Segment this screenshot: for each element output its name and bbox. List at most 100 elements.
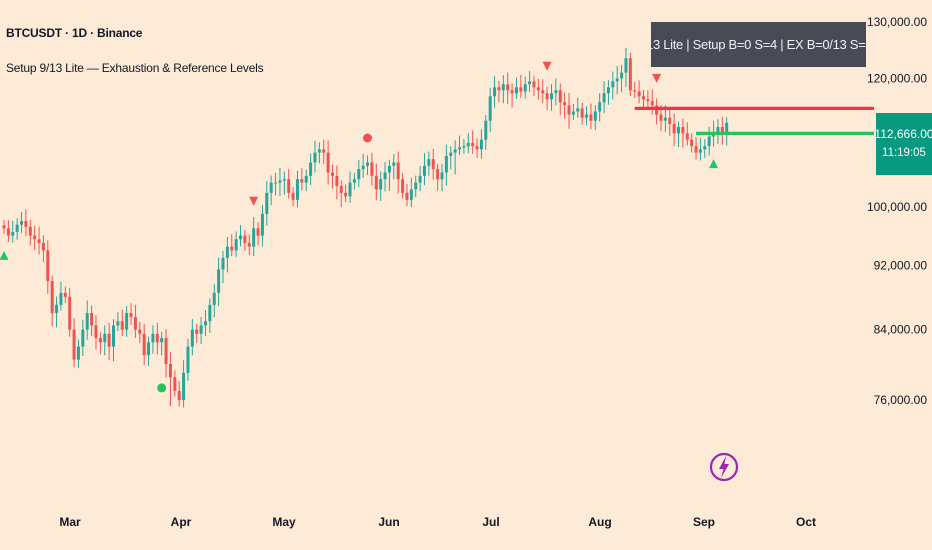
- candle[interactable]: [484, 115, 488, 150]
- candle[interactable]: [291, 187, 295, 207]
- candle[interactable]: [523, 76, 527, 99]
- candle[interactable]: [466, 133, 470, 154]
- candle[interactable]: [628, 52, 632, 96]
- candle[interactable]: [703, 139, 707, 158]
- candle[interactable]: [160, 331, 164, 356]
- candle[interactable]: [317, 142, 321, 164]
- candle[interactable]: [606, 80, 610, 105]
- candle[interactable]: [514, 77, 518, 99]
- candle[interactable]: [269, 175, 273, 206]
- candle[interactable]: [155, 322, 159, 355]
- candle[interactable]: [199, 317, 203, 344]
- candle[interactable]: [344, 184, 348, 202]
- candle[interactable]: [431, 148, 435, 180]
- candle[interactable]: [177, 381, 181, 407]
- candle[interactable]: [550, 84, 553, 111]
- candle[interactable]: [28, 219, 32, 246]
- indicator-name[interactable]: Setup 9/13 Lite — Exhaustion & Reference…: [6, 61, 264, 75]
- candle[interactable]: [716, 119, 720, 145]
- candle[interactable]: [418, 166, 422, 192]
- candle[interactable]: [633, 81, 637, 98]
- candle[interactable]: [488, 87, 492, 132]
- candle[interactable]: [24, 209, 28, 237]
- candle[interactable]: [142, 323, 146, 366]
- candle[interactable]: [50, 275, 54, 327]
- candle[interactable]: [685, 122, 689, 146]
- candle[interactable]: [585, 106, 589, 126]
- candle[interactable]: [225, 236, 229, 273]
- candle[interactable]: [668, 110, 672, 136]
- candle[interactable]: [20, 211, 24, 234]
- candle[interactable]: [309, 153, 313, 186]
- candle[interactable]: [103, 325, 107, 356]
- candle[interactable]: [449, 146, 453, 170]
- candle[interactable]: [620, 64, 624, 93]
- candle[interactable]: [186, 338, 190, 381]
- candle[interactable]: [168, 352, 172, 407]
- candle[interactable]: [107, 322, 111, 361]
- candle[interactable]: [646, 90, 650, 110]
- candle[interactable]: [637, 80, 641, 104]
- candle[interactable]: [725, 117, 729, 146]
- candle[interactable]: [15, 218, 19, 240]
- candle[interactable]: [295, 170, 299, 208]
- candle[interactable]: [147, 336, 151, 367]
- price-axis[interactable]: 130,000.00 120,000.00 100,000.00 92,000.00 8…: [867, 15, 927, 407]
- candle[interactable]: [304, 169, 308, 192]
- candle[interactable]: [536, 78, 540, 100]
- candle[interactable]: [252, 217, 256, 257]
- candle[interactable]: [326, 140, 330, 185]
- candle[interactable]: [11, 220, 15, 243]
- candle[interactable]: [611, 71, 615, 100]
- candle[interactable]: [331, 164, 334, 189]
- candle[interactable]: [401, 173, 405, 199]
- candle[interactable]: [239, 225, 243, 247]
- candle[interactable]: [571, 103, 575, 121]
- candle[interactable]: [274, 172, 278, 196]
- candle[interactable]: [427, 151, 431, 176]
- candle[interactable]: [208, 298, 212, 333]
- candle[interactable]: [282, 171, 286, 195]
- candle[interactable]: [357, 160, 361, 188]
- candle[interactable]: [112, 319, 115, 362]
- candle[interactable]: [287, 168, 291, 199]
- candle[interactable]: [440, 164, 444, 192]
- candle[interactable]: [98, 332, 102, 355]
- candle[interactable]: [190, 319, 194, 356]
- candle[interactable]: [396, 151, 400, 194]
- candle[interactable]: [173, 370, 177, 397]
- candle[interactable]: [615, 65, 619, 95]
- candle[interactable]: [195, 324, 199, 344]
- candle[interactable]: [462, 139, 466, 154]
- candle[interactable]: [475, 138, 479, 158]
- lightning-bolt-icon[interactable]: [708, 449, 740, 485]
- candle[interactable]: [672, 113, 676, 147]
- candle[interactable]: [650, 89, 654, 115]
- candle[interactable]: [59, 281, 63, 311]
- candle[interactable]: [379, 171, 383, 201]
- candle[interactable]: [558, 83, 562, 116]
- candle[interactable]: [589, 103, 593, 130]
- candle[interactable]: [392, 154, 396, 180]
- candle[interactable]: [532, 75, 536, 96]
- candle[interactable]: [567, 92, 571, 129]
- candle[interactable]: [217, 257, 221, 307]
- candle[interactable]: [85, 300, 89, 340]
- candle[interactable]: [151, 325, 155, 354]
- candle[interactable]: [203, 310, 207, 337]
- candle[interactable]: [322, 139, 326, 164]
- candle[interactable]: [510, 83, 514, 108]
- candle[interactable]: [313, 140, 317, 173]
- candle[interactable]: [497, 81, 501, 103]
- candle[interactable]: [409, 177, 413, 208]
- candle[interactable]: [436, 163, 440, 191]
- candle[interactable]: [129, 303, 133, 325]
- candle[interactable]: [370, 152, 374, 186]
- candle[interactable]: [81, 319, 85, 357]
- candle[interactable]: [138, 321, 142, 344]
- candle[interactable]: [707, 126, 711, 156]
- candle[interactable]: [554, 78, 558, 106]
- candle[interactable]: [690, 133, 694, 153]
- candle[interactable]: [94, 315, 98, 350]
